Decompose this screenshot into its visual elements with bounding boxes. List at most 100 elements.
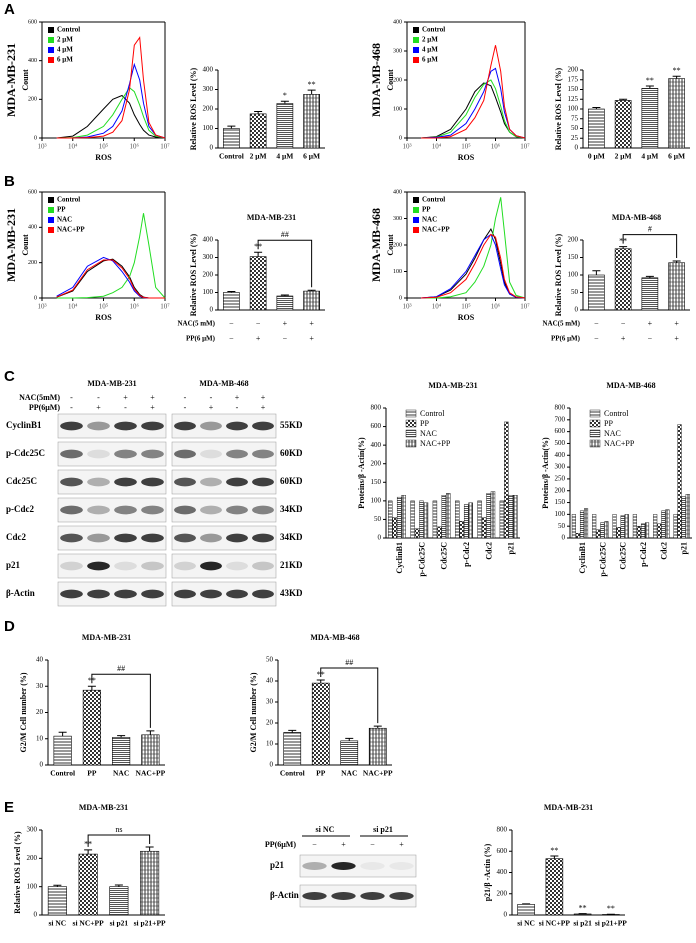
- legend-swatch: [48, 217, 54, 223]
- y-tick-label: 50: [374, 515, 382, 523]
- legend-label: Control: [422, 196, 445, 204]
- error-bar: [117, 735, 126, 738]
- blot-band: [200, 505, 222, 515]
- bar: [140, 850, 160, 916]
- bar: [624, 514, 629, 539]
- condition-mark: −: [229, 334, 234, 343]
- y-tick-label: 200: [568, 66, 579, 74]
- bar: [685, 494, 690, 539]
- histogram-line: [421, 233, 526, 299]
- panel-label: A: [4, 1, 15, 18]
- x-tick-label: si NC+PP: [73, 919, 105, 928]
- error-bar: [145, 846, 154, 852]
- x-tick-label: 10⁵: [461, 143, 471, 151]
- x-tick-label: p-Cdc25C: [417, 542, 426, 577]
- size-label: 34KD: [280, 532, 303, 542]
- y-tick-label: 25: [571, 134, 579, 142]
- bar: [596, 529, 601, 539]
- size-label: 60KD: [280, 448, 303, 458]
- y-tick-label: 0: [378, 534, 382, 542]
- x-tick-label: 10³: [402, 303, 411, 311]
- comparison-label: ##: [345, 658, 353, 667]
- y-tick-label: 600: [28, 189, 37, 195]
- x-tick-label: si p21: [573, 919, 592, 928]
- bar: [612, 514, 617, 539]
- chart-title: MDA-MB-468: [612, 213, 661, 222]
- histogram-line: [56, 256, 165, 299]
- legend-label: NAC+PP: [422, 226, 450, 234]
- x-tick-label: 2 μM: [250, 152, 267, 161]
- condition-mark: +: [209, 403, 214, 412]
- blot-band: [200, 421, 222, 431]
- y-tick-label: 100: [555, 510, 566, 518]
- blot-band: [87, 561, 110, 571]
- condition-mark: +: [283, 319, 288, 328]
- bar: [437, 526, 442, 539]
- error-bar: [280, 294, 289, 296]
- x-tick-label: 10⁴: [68, 303, 78, 311]
- y-axis-label: Relative ROS Level (%): [13, 831, 22, 914]
- x-tick-label: 10⁷: [160, 143, 170, 151]
- y-tick-label: 0: [399, 135, 402, 141]
- y-tick-label: 300: [393, 48, 402, 54]
- comparison-bracket: [320, 667, 379, 724]
- bar: [575, 533, 580, 539]
- y-axis-label: Proteins/β -Actin(%): [541, 437, 550, 509]
- bar: [641, 88, 659, 149]
- condition-mark: +: [309, 319, 314, 328]
- x-tick-label: si p21: [110, 919, 129, 928]
- legend-swatch: [48, 27, 54, 33]
- error-bar: [592, 106, 601, 109]
- x-tick-label: p-Cdc2: [639, 542, 648, 567]
- legend-label: 4 μM: [422, 46, 438, 54]
- x-tick-label: PP: [316, 769, 326, 778]
- y-axis-label: Proteins/β -Actin(%): [357, 437, 366, 509]
- condition-mark: +: [261, 403, 266, 412]
- blot-band: [331, 862, 356, 870]
- y-tick-label: 20: [266, 719, 274, 727]
- bar: [401, 495, 406, 539]
- y-tick-label: 200: [393, 77, 402, 83]
- blot-band: [200, 589, 222, 599]
- x-tick-label: si NC: [517, 919, 535, 928]
- condition-mark: −: [648, 334, 653, 343]
- y-tick-label: 400: [555, 451, 566, 459]
- legend-swatch: [48, 57, 54, 63]
- y-tick-label: 100: [371, 496, 382, 504]
- blot-band: [302, 892, 327, 900]
- y-tick-label: 400: [497, 868, 508, 876]
- bar: [283, 732, 302, 766]
- comparison-label: ##: [281, 230, 289, 239]
- bar: [311, 682, 330, 766]
- x-tick-label: Cdc25C: [619, 542, 628, 570]
- condition-mark: −: [594, 319, 599, 328]
- blot-band: [114, 561, 137, 571]
- blot-band: [252, 449, 274, 459]
- blot-band: [141, 533, 164, 543]
- bar: [657, 523, 662, 539]
- histogram-line: [421, 197, 526, 299]
- blot-band: [200, 533, 222, 543]
- legend-swatch: [413, 47, 419, 53]
- size-label: 55KD: [280, 420, 303, 430]
- x-tick-label: p-Cdc25C: [598, 542, 607, 577]
- x-axis-label: ROS: [458, 313, 475, 322]
- y-tick-label: 20: [36, 708, 44, 716]
- y-tick-label: 0: [270, 761, 274, 769]
- y-tick-label: 10: [266, 740, 274, 748]
- bar: [392, 517, 397, 539]
- blot-band: [200, 477, 222, 487]
- blot-band: [87, 505, 110, 515]
- y-tick-label: 400: [28, 58, 37, 64]
- bar: [446, 493, 451, 539]
- bar: [109, 886, 129, 916]
- bar: [419, 500, 424, 539]
- condition-label: NAC(5 mM): [177, 320, 215, 328]
- blot-band: [87, 477, 110, 487]
- legend-label: Control: [422, 26, 445, 34]
- x-tick-label: 6 μM: [303, 152, 320, 161]
- blot-band: [60, 533, 83, 543]
- significance-label: *: [283, 91, 287, 100]
- x-tick-label: Control: [219, 152, 244, 161]
- group-label: si NC: [316, 825, 335, 834]
